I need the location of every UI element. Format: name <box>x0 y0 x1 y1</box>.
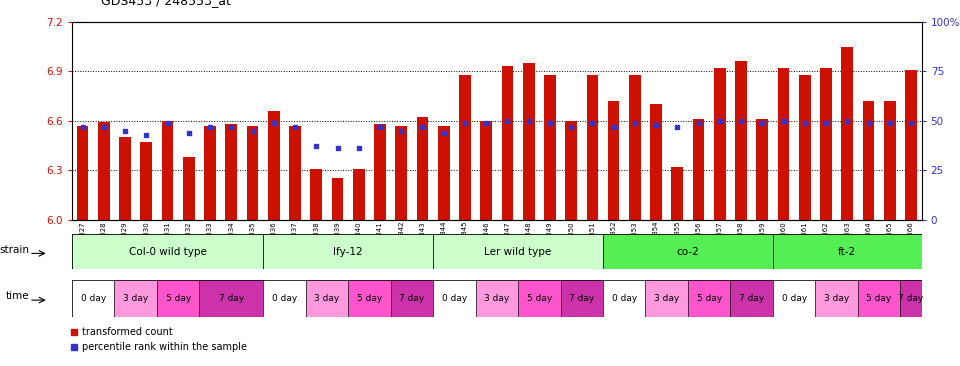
Bar <box>200 280 263 317</box>
Bar <box>310 169 323 220</box>
Text: ft-2: ft-2 <box>838 247 856 257</box>
Bar <box>263 234 433 269</box>
Bar <box>114 280 156 317</box>
Bar <box>799 75 810 220</box>
Bar <box>438 126 449 220</box>
Text: 7 day: 7 day <box>219 294 244 303</box>
Bar <box>863 101 875 220</box>
Bar <box>735 61 747 220</box>
Text: Ler wild type: Ler wild type <box>485 247 552 257</box>
Bar <box>773 234 922 269</box>
Bar <box>72 234 263 269</box>
Text: 0 day: 0 day <box>272 294 297 303</box>
Bar <box>773 280 815 317</box>
Bar <box>629 75 640 220</box>
Bar <box>900 280 922 317</box>
Text: 5 day: 5 day <box>357 294 382 303</box>
Text: 7 day: 7 day <box>569 294 594 303</box>
Bar <box>156 280 200 317</box>
Bar <box>884 101 896 220</box>
Bar <box>544 75 556 220</box>
Bar <box>433 234 603 269</box>
Bar <box>77 126 88 220</box>
Bar <box>417 117 428 220</box>
Bar <box>391 280 433 317</box>
Text: percentile rank within the sample: percentile rank within the sample <box>82 342 247 352</box>
Text: 3 day: 3 day <box>824 294 850 303</box>
Text: 5 day: 5 day <box>527 294 552 303</box>
Bar <box>501 67 514 220</box>
Bar <box>688 280 731 317</box>
Text: 3 day: 3 day <box>123 294 149 303</box>
Text: 0 day: 0 day <box>612 294 636 303</box>
Text: 7 day: 7 day <box>399 294 424 303</box>
Bar <box>98 123 109 220</box>
Bar <box>72 280 114 317</box>
Text: 5 day: 5 day <box>697 294 722 303</box>
Text: transformed count: transformed count <box>82 327 173 337</box>
Bar <box>523 63 535 220</box>
Text: lfy-12: lfy-12 <box>333 247 363 257</box>
Bar <box>140 142 153 220</box>
Bar <box>650 104 662 220</box>
Text: strain: strain <box>0 245 29 255</box>
Text: 0 day: 0 day <box>81 294 106 303</box>
Bar <box>119 137 131 220</box>
Bar <box>693 119 705 220</box>
Text: 7 day: 7 day <box>739 294 764 303</box>
Bar <box>905 70 917 220</box>
Text: Col-0 wild type: Col-0 wild type <box>129 247 206 257</box>
Bar <box>226 124 237 220</box>
Bar <box>645 280 688 317</box>
Bar <box>161 121 174 220</box>
Text: 5 day: 5 day <box>165 294 191 303</box>
Bar <box>756 119 768 220</box>
Bar <box>305 280 348 317</box>
Bar <box>289 126 300 220</box>
Bar <box>561 280 603 317</box>
Text: co-2: co-2 <box>677 247 699 257</box>
Bar <box>353 169 365 220</box>
Bar <box>820 68 832 220</box>
Text: GDS453 / 248553_at: GDS453 / 248553_at <box>101 0 230 7</box>
Bar <box>603 280 645 317</box>
Bar <box>331 179 344 220</box>
Bar <box>263 280 305 317</box>
Bar <box>587 75 598 220</box>
Bar <box>731 280 773 317</box>
Bar <box>268 111 279 220</box>
Bar <box>433 280 475 317</box>
Text: 5 day: 5 day <box>867 294 892 303</box>
Text: 7 day: 7 day <box>899 294 924 303</box>
Bar <box>247 126 258 220</box>
Bar <box>603 234 773 269</box>
Bar <box>183 157 195 220</box>
Bar <box>841 47 853 220</box>
Text: 0 day: 0 day <box>781 294 806 303</box>
Text: time: time <box>6 291 29 302</box>
Bar <box>204 126 216 220</box>
Text: 3 day: 3 day <box>314 294 340 303</box>
Bar <box>374 124 386 220</box>
Bar <box>714 68 726 220</box>
Text: 0 day: 0 day <box>442 294 467 303</box>
Text: 3 day: 3 day <box>484 294 510 303</box>
Bar <box>475 280 518 317</box>
Bar <box>671 167 684 220</box>
Bar <box>858 280 900 317</box>
Text: 3 day: 3 day <box>654 294 680 303</box>
Bar <box>348 280 391 317</box>
Bar <box>396 126 407 220</box>
Bar <box>778 68 789 220</box>
Bar <box>608 101 619 220</box>
Bar <box>459 75 470 220</box>
Bar <box>815 280 858 317</box>
Bar <box>518 280 561 317</box>
Bar <box>565 121 577 220</box>
Bar <box>480 121 492 220</box>
